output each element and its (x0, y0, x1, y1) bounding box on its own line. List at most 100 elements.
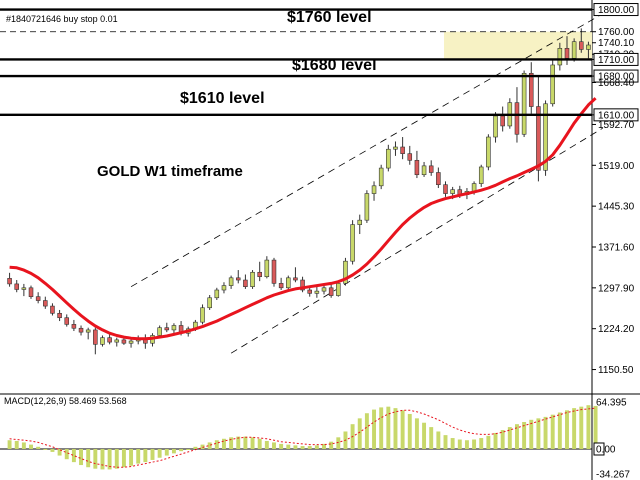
candle-body (557, 48, 563, 66)
candle-body (164, 327, 170, 331)
macd-bar (450, 438, 455, 449)
macd-bar (493, 432, 498, 449)
candle-body (550, 64, 555, 105)
macd-bar (229, 437, 234, 449)
macd-bar (422, 422, 427, 449)
macd-bar (522, 421, 527, 449)
candle-body (214, 289, 220, 299)
macd-bar (336, 437, 341, 449)
macd-bar (429, 427, 434, 449)
macd-bar (579, 406, 584, 449)
macd-bar (314, 445, 319, 449)
candle-body (307, 289, 312, 294)
candle-body (235, 277, 241, 281)
y-tick-box (593, 69, 639, 83)
macd-signal-line (9, 407, 596, 468)
candle-body (328, 287, 334, 296)
candle-body (364, 193, 370, 221)
macd-bar (557, 412, 562, 449)
macd-bar (443, 435, 448, 449)
macd-bar (43, 448, 48, 450)
candle-body (371, 185, 377, 194)
macd-bar (272, 442, 276, 449)
macd-bar (400, 410, 405, 449)
macd-bar (300, 446, 305, 449)
y-tick-label: 1680.00 (598, 72, 635, 83)
macd-bar (464, 440, 469, 449)
macd-bar (593, 405, 598, 449)
candle-body (428, 165, 434, 173)
macd-bar (286, 444, 291, 449)
candle-body (64, 317, 70, 325)
macd-zero-box (593, 442, 605, 456)
y-tick-label: 1150.50 (598, 365, 634, 376)
y-tick-box (593, 108, 639, 122)
macd-bar (179, 448, 184, 452)
candle-body (579, 41, 584, 50)
candle-body (57, 312, 62, 319)
candle-body (528, 72, 534, 107)
moving-average-line (9, 97, 597, 341)
highlight-zone (444, 31, 592, 60)
macd-bar (414, 418, 419, 449)
y-tick-label: 1760.00 (598, 27, 635, 38)
candle-body (564, 48, 570, 59)
macd-bar (386, 406, 391, 449)
macd-bar (236, 436, 241, 449)
candle-body (85, 329, 91, 333)
macd-bar (250, 437, 255, 449)
macd-bar (7, 440, 12, 449)
candle-body (228, 277, 234, 286)
macd-bar (279, 443, 284, 449)
macd-bar (457, 439, 462, 449)
candle-body (321, 287, 327, 292)
candle-body (35, 296, 41, 301)
level-label-1610: $1610 level (180, 90, 265, 107)
y-tick-label: 1740.10 (598, 38, 635, 49)
candle-body (407, 153, 413, 161)
chart-title: GOLD W1 timeframe (97, 163, 243, 180)
macd-bar (436, 431, 441, 449)
candle-body (250, 271, 255, 287)
macd-bar (507, 427, 512, 449)
macd-bar (257, 438, 262, 449)
macd-bar (479, 438, 484, 449)
macd-bar (36, 446, 41, 449)
candle-body (350, 224, 355, 262)
macd-bar (114, 448, 119, 469)
level-label-1760: $1760 level (287, 9, 372, 26)
candle-body (443, 184, 448, 194)
order-note: #1840721646 buy stop 0.01 (6, 14, 118, 24)
candle-body (436, 172, 441, 185)
candle-body (264, 259, 270, 278)
y-tick-label: 1371.60 (598, 242, 635, 253)
y-tick-label: 1610.00 (598, 110, 635, 121)
candle-body (278, 283, 284, 289)
macd-bar (500, 430, 505, 449)
macd-bar (543, 416, 548, 449)
y-tick-label: 1297.90 (598, 283, 635, 294)
candle-body (414, 160, 420, 176)
candle-body (93, 329, 98, 345)
macd-bar (536, 418, 541, 449)
candle-body (207, 297, 212, 309)
macd-bar (550, 414, 555, 449)
candle-body (128, 340, 134, 344)
candle-body (14, 283, 19, 290)
candle-body (357, 219, 363, 225)
candle-body (28, 287, 34, 297)
candle-body (293, 277, 298, 281)
macd-bar (136, 448, 141, 464)
candle-body (300, 279, 305, 291)
macd-bar (21, 442, 26, 449)
macd-bar (372, 409, 377, 449)
macd-bar (393, 408, 398, 449)
candle-body (514, 102, 520, 135)
macd-bar (50, 448, 55, 452)
macd-bar (93, 448, 98, 469)
macd-bar (407, 413, 412, 449)
macd-bar (529, 419, 534, 449)
candle-body (586, 44, 591, 50)
candle-body (157, 327, 162, 336)
macd-bar (221, 438, 226, 449)
